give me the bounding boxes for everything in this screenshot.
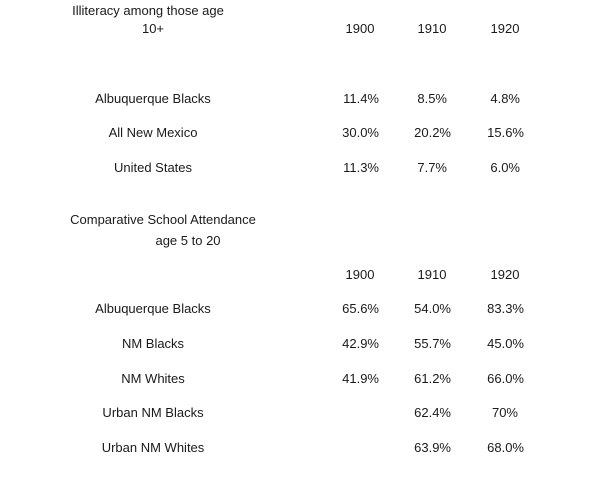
- attendance-year-1910: 1910: [417, 267, 447, 282]
- attendance-cell: 65.6%: [342, 301, 379, 316]
- attendance-year-1900: 1900: [345, 267, 375, 282]
- illiteracy-year-1900: 1900: [345, 21, 375, 36]
- illiteracy-cell: 4.8%: [490, 91, 520, 106]
- attendance-row-label: Urban NM Blacks: [102, 405, 204, 420]
- attendance-cell: 62.4%: [414, 405, 451, 420]
- attendance-cell: 41.9%: [342, 371, 379, 386]
- attendance-cell: 68.0%: [487, 440, 524, 455]
- attendance-cell: 55.7%: [414, 336, 451, 351]
- attendance-title-line1: Comparative School Attendance: [70, 212, 256, 227]
- illiteracy-cell: 6.0%: [490, 160, 520, 175]
- illiteracy-cell: 30.0%: [342, 125, 379, 140]
- attendance-row-label: Urban NM Whites: [101, 440, 205, 455]
- attendance-cell: 54.0%: [414, 301, 451, 316]
- attendance-cell: 70%: [491, 405, 518, 420]
- illiteracy-title-line2: 10+: [141, 21, 165, 36]
- attendance-cell: 45.0%: [487, 336, 524, 351]
- illiteracy-row-label: All New Mexico: [108, 125, 198, 140]
- attendance-row-label: Albuquerque Blacks: [95, 301, 211, 316]
- attendance-cell: 66.0%: [487, 371, 524, 386]
- attendance-cell: 63.9%: [414, 440, 451, 455]
- attendance-cell: 42.9%: [342, 336, 379, 351]
- illiteracy-cell: 8.5%: [417, 91, 447, 106]
- illiteracy-cell: 15.6%: [487, 125, 524, 140]
- illiteracy-row-label: United States: [113, 160, 193, 175]
- illiteracy-cell: 11.4%: [343, 91, 379, 106]
- illiteracy-cell: 7.7%: [417, 160, 447, 175]
- illiteracy-cell: 11.3%: [343, 160, 379, 175]
- illiteracy-row-label: Albuquerque Blacks: [95, 91, 211, 106]
- attendance-row-label: NM Blacks: [121, 336, 185, 351]
- attendance-row-label: NM Whites: [121, 371, 185, 386]
- attendance-cell: 83.3%: [487, 301, 524, 316]
- illiteracy-year-1920: 1920: [490, 21, 520, 36]
- attendance-cell: 61.2%: [414, 371, 451, 386]
- attendance-year-1920: 1920: [490, 267, 520, 282]
- attendance-title-line2: age 5 to 20: [155, 233, 221, 248]
- illiteracy-cell: 20.2%: [414, 125, 451, 140]
- illiteracy-year-1910: 1910: [417, 21, 447, 36]
- illiteracy-title-line1: Illiteracy among those age: [72, 3, 224, 18]
